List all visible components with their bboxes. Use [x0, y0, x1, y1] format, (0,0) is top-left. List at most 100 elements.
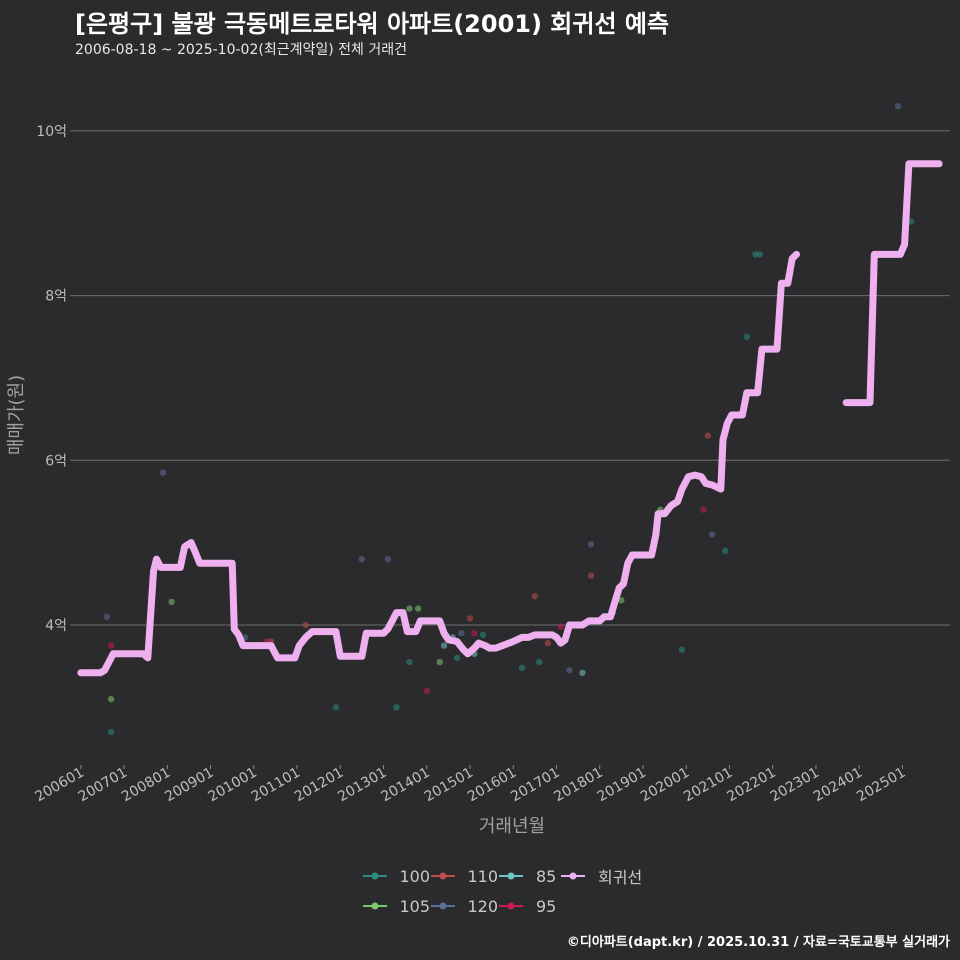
regression-segment-1	[842, 160, 943, 407]
legend-label-85: 85	[536, 866, 557, 886]
legend-key-regression	[561, 872, 585, 880]
legend-label-95: 95	[536, 896, 557, 916]
point-85	[579, 669, 586, 676]
legend-key-dot	[507, 872, 515, 880]
regression-line	[77, 160, 943, 677]
point-110	[704, 432, 712, 439]
point-120	[458, 630, 465, 637]
point-100	[535, 658, 543, 666]
y-tick-label: 6억	[45, 453, 67, 469]
legend-item-120[interactable]: 120	[430, 896, 498, 916]
x-axis-label: 거래년월	[479, 816, 545, 837]
legend-item-95[interactable]: 95	[498, 896, 560, 916]
x-tick-label: 202001	[638, 765, 692, 806]
y-axis-label: 매매가(원)	[6, 375, 27, 455]
point-120	[708, 531, 716, 538]
point-105	[618, 597, 625, 604]
legend-key-110	[431, 872, 455, 880]
regression-segment-0	[77, 250, 800, 677]
point-105	[168, 598, 175, 606]
x-tick-label: 201701	[508, 765, 562, 806]
point-95	[700, 506, 707, 513]
point-100	[406, 658, 413, 666]
legend-item-110[interactable]: 110	[430, 866, 498, 886]
point-120	[566, 667, 573, 674]
point-120	[384, 555, 392, 563]
legend-item-85[interactable]: 85	[498, 866, 560, 886]
y-tick-label: 8억	[45, 289, 67, 305]
footer-credit: ©디아파트(dapt.kr) / 2025.10.31 / 자료=국토교통부 실…	[566, 935, 950, 950]
point-110	[466, 615, 474, 622]
x-tick-label: 200601	[33, 765, 87, 806]
x-tick-label: 200801	[119, 765, 173, 806]
point-110	[531, 592, 539, 600]
x-tick-label: 200701	[76, 765, 130, 806]
legend-key-100	[363, 872, 387, 880]
y-axis-ticks: 4억 6억 8억 10억	[36, 124, 67, 634]
x-tick-label: 201101	[249, 765, 303, 806]
chart-subtitle: 2006-08-18 ~ 2025-10-02(최근계약일) 전체 거래건	[75, 42, 407, 58]
point-110	[544, 639, 552, 647]
point-120	[103, 613, 110, 620]
x-tick-label: 201201	[292, 765, 346, 806]
x-tick-label: 201501	[422, 765, 476, 806]
legend-item-100[interactable]: 100	[362, 866, 430, 886]
x-tick-label: 201401	[378, 765, 432, 806]
point-120	[587, 541, 595, 548]
legend-label-100: 100	[399, 866, 430, 886]
x-tick-label: 202201	[724, 765, 778, 806]
point-100	[107, 728, 115, 736]
legend-key-dot	[569, 872, 577, 880]
y-tick-label: 10억	[36, 124, 67, 140]
legend-label-110: 110	[467, 866, 498, 886]
legend-label-105: 105	[399, 896, 430, 916]
point-85	[440, 642, 448, 649]
point-120	[894, 102, 902, 110]
legend-key-105	[363, 902, 387, 910]
legend-key-dot	[371, 902, 379, 910]
x-tick-label: 200901	[162, 765, 216, 806]
point-120	[159, 469, 167, 476]
legend-label-120: 120	[467, 896, 498, 916]
chart-legend: 100 110 85 회귀선 105 120 95	[362, 866, 650, 916]
chart-title: [은평구] 불광 극동메트로타워 아파트(2001) 회귀선 예측	[75, 10, 670, 38]
x-tick-label: 201001	[205, 765, 259, 806]
point-100	[743, 333, 750, 340]
point-100	[393, 704, 400, 711]
point-100	[332, 704, 340, 711]
x-tick-label: 202501	[854, 765, 908, 806]
x-tick-label: 202401	[811, 765, 865, 806]
legend-key-120	[431, 902, 455, 910]
gridlines	[70, 130, 950, 626]
point-100	[518, 664, 526, 672]
legend-item-105[interactable]: 105	[362, 896, 430, 916]
point-110	[587, 572, 595, 579]
legend-key-dot	[507, 902, 515, 910]
x-tick-label: 201601	[465, 765, 519, 806]
point-100	[678, 646, 686, 653]
point-95	[107, 642, 115, 649]
x-tick-label: 202101	[681, 765, 735, 806]
legend-item-regression[interactable]: 회귀선	[560, 866, 650, 887]
legend-key-85	[499, 872, 523, 880]
x-tick-label: 201901	[595, 765, 649, 806]
point-100	[907, 218, 915, 225]
y-tick-label: 4억	[45, 618, 67, 634]
x-tick-label: 201301	[335, 765, 389, 806]
point-105	[436, 658, 443, 666]
x-axis-ticks: 2006012007012008012009012010012011012012…	[33, 765, 909, 806]
point-100	[453, 654, 461, 662]
point-100	[721, 547, 729, 555]
point-100	[479, 631, 487, 639]
legend-key-95	[499, 902, 523, 910]
point-120	[358, 555, 366, 563]
point-105	[107, 695, 115, 703]
legend-label-regression: 회귀선	[598, 868, 643, 887]
legend-key-dot	[371, 872, 379, 880]
legend-key-dot	[439, 902, 447, 910]
point-95	[471, 630, 478, 637]
point-110	[302, 621, 309, 629]
x-tick-label: 201801	[551, 765, 605, 806]
point-95	[557, 623, 565, 630]
